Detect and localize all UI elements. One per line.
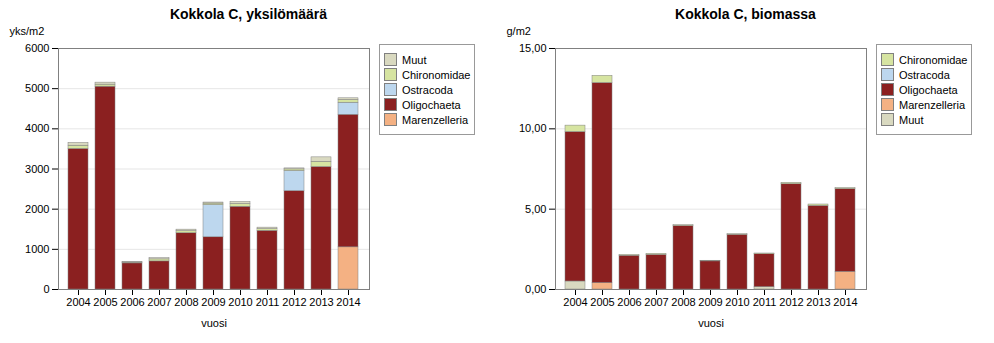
svg-text:0: 0 (43, 283, 49, 295)
html-text:Chironomidae: Chironomidae (899, 53, 968, 66)
html-text:Oligochaeta: Oligochaeta (402, 98, 461, 111)
svg-text:2013: 2013 (309, 296, 333, 308)
svg-text:2004: 2004 (563, 296, 587, 308)
svg-text:4000: 4000 (25, 122, 49, 134)
svg-text:2005: 2005 (590, 296, 614, 308)
svg-text:2000: 2000 (25, 203, 49, 215)
svg-text:2006: 2006 (120, 296, 144, 308)
svg-text:2014: 2014 (336, 296, 360, 308)
html-text:Ostracoda: Ostracoda (899, 68, 950, 81)
svg-text:2007: 2007 (147, 296, 171, 308)
html-text:Chironomidae: Chironomidae (402, 68, 471, 81)
svg-text:2012: 2012 (779, 296, 803, 308)
svg-text:2006: 2006 (617, 296, 641, 308)
html-text:Kokkola C, biomassa: Kokkola C, biomassa (675, 6, 816, 22)
svg-text:15,00: 15,00 (519, 42, 547, 54)
html-text:Oligochaeta: Oligochaeta (899, 83, 958, 96)
html-text:Marenzelleria: Marenzelleria (899, 98, 965, 111)
svg-text:2005: 2005 (93, 296, 117, 308)
svg-text:0,00: 0,00 (525, 283, 546, 295)
svg-text:5000: 5000 (25, 82, 49, 94)
svg-text:2008: 2008 (174, 296, 198, 308)
svg-text:2009: 2009 (201, 296, 225, 308)
svg-text:2010: 2010 (725, 296, 749, 308)
svg-text:2011: 2011 (256, 296, 280, 308)
html-text:Muut: Muut (402, 53, 427, 66)
svg-text:10,00: 10,00 (519, 122, 547, 134)
html-text:Muut: Muut (899, 113, 924, 126)
svg-text:2008: 2008 (671, 296, 695, 308)
svg-text:2011: 2011 (753, 296, 777, 308)
svg-text:g/m2: g/m2 (507, 25, 531, 37)
svg-text:5,00: 5,00 (525, 203, 546, 215)
svg-text:2007: 2007 (644, 296, 668, 308)
svg-text:2014: 2014 (833, 296, 857, 308)
svg-text:yks/m2: yks/m2 (10, 25, 45, 37)
svg-text:2009: 2009 (698, 296, 722, 308)
html-text:Kokkola C, yksilömäärä: Kokkola C, yksilömäärä (169, 6, 328, 22)
svg-text:2012: 2012 (282, 296, 306, 308)
svg-text:vuosi: vuosi (698, 317, 724, 329)
html-text:Ostracoda: Ostracoda (402, 83, 453, 96)
svg-text:2013: 2013 (806, 296, 830, 308)
html-text:Marenzelleria: Marenzelleria (402, 113, 468, 126)
svg-text:2010: 2010 (228, 296, 252, 308)
svg-text:3000: 3000 (25, 163, 49, 175)
svg-text:2004: 2004 (66, 296, 90, 308)
svg-text:vuosi: vuosi (201, 317, 227, 329)
svg-text:6000: 6000 (25, 42, 49, 54)
svg-text:1000: 1000 (25, 243, 49, 255)
